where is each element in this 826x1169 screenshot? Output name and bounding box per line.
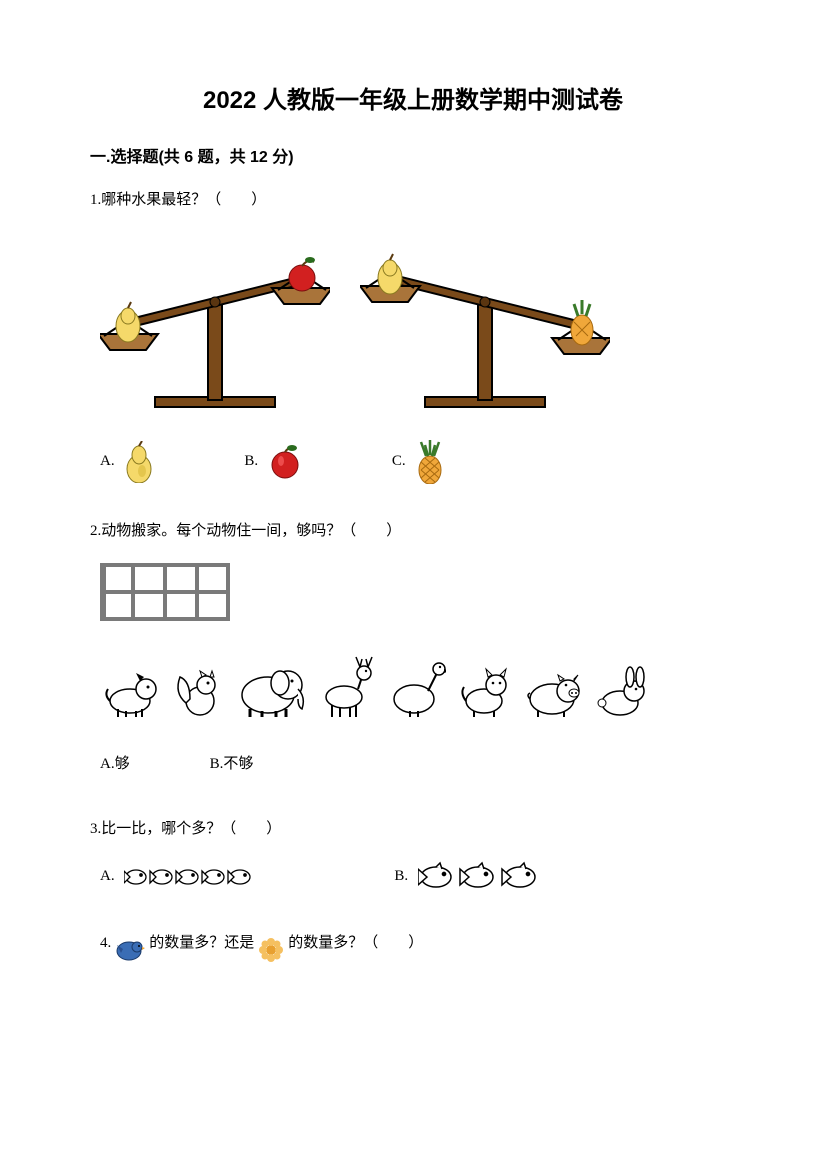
q1-option-c[interactable]: C. (392, 440, 446, 484)
goose-icon (388, 661, 446, 719)
q3-opt-b-label: B. (394, 868, 408, 884)
q2-animals (100, 655, 736, 719)
cat-icon (458, 665, 512, 719)
q2-option-a[interactable]: A.够 (100, 751, 130, 778)
scale-2 (360, 232, 610, 412)
q4-pre: 4. (100, 930, 111, 957)
flower-icon (258, 937, 284, 963)
dog-icon (100, 667, 160, 719)
q3-options: A. B. (100, 861, 736, 893)
q2-options: A.够 B.不够 (100, 751, 736, 778)
question-4: 4. 的数量多？还是 的数量多？（ ） (90, 923, 736, 963)
pineapple-icon (415, 440, 445, 484)
q4-mid1: 的数量多？还是 (149, 930, 254, 957)
q1-option-b[interactable]: B. (244, 445, 302, 479)
section-header: 一.选择题(共 6 题，共 12 分) (90, 143, 736, 167)
q2-house (100, 563, 736, 631)
big-fish-group-icon (418, 861, 548, 893)
deer-icon (318, 655, 376, 719)
q2-option-b[interactable]: B.不够 (210, 751, 254, 778)
q3-opt-a-label: A. (100, 868, 115, 884)
elephant-icon (234, 661, 306, 719)
q3-text: 3.比一比，哪个多？（ ） (90, 816, 736, 843)
q4-mid2: 的数量多？（ ） (288, 930, 423, 957)
q1-option-a[interactable]: A. (100, 441, 154, 483)
pear-icon (124, 441, 154, 483)
squirrel-icon (172, 663, 222, 719)
q4-line: 4. 的数量多？还是 的数量多？（ ） (100, 923, 736, 963)
question-1: 1.哪种水果最轻？（ ） (90, 187, 736, 484)
house-grid-icon (100, 563, 230, 621)
q1-scales (100, 232, 736, 412)
question-3: 3.比一比，哪个多？（ ） A. B. (90, 816, 736, 893)
q3-option-a[interactable]: A. (100, 863, 254, 891)
question-2: 2.动物搬家。每个动物住一间，够吗？（ ） A.够 B.不够 (90, 518, 736, 778)
apple-icon (268, 445, 302, 479)
opt-a-label: A. (100, 453, 115, 469)
q1-text: 1.哪种水果最轻？（ ） (90, 187, 736, 214)
small-fish-group-icon (124, 863, 254, 891)
opt-b-label: B. (244, 453, 258, 469)
q3-option-b[interactable]: B. (394, 861, 548, 893)
q1-options: A. B. C. (100, 440, 736, 484)
bird-icon (115, 937, 145, 963)
q2-text: 2.动物搬家。每个动物住一间，够吗？（ ） (90, 518, 736, 545)
pig-icon (524, 669, 584, 719)
rabbit-icon (596, 665, 650, 719)
scale-1 (100, 232, 330, 412)
page-title: 2022 人教版一年级上册数学期中测试卷 (90, 80, 736, 115)
opt-c-label: C. (392, 453, 406, 469)
